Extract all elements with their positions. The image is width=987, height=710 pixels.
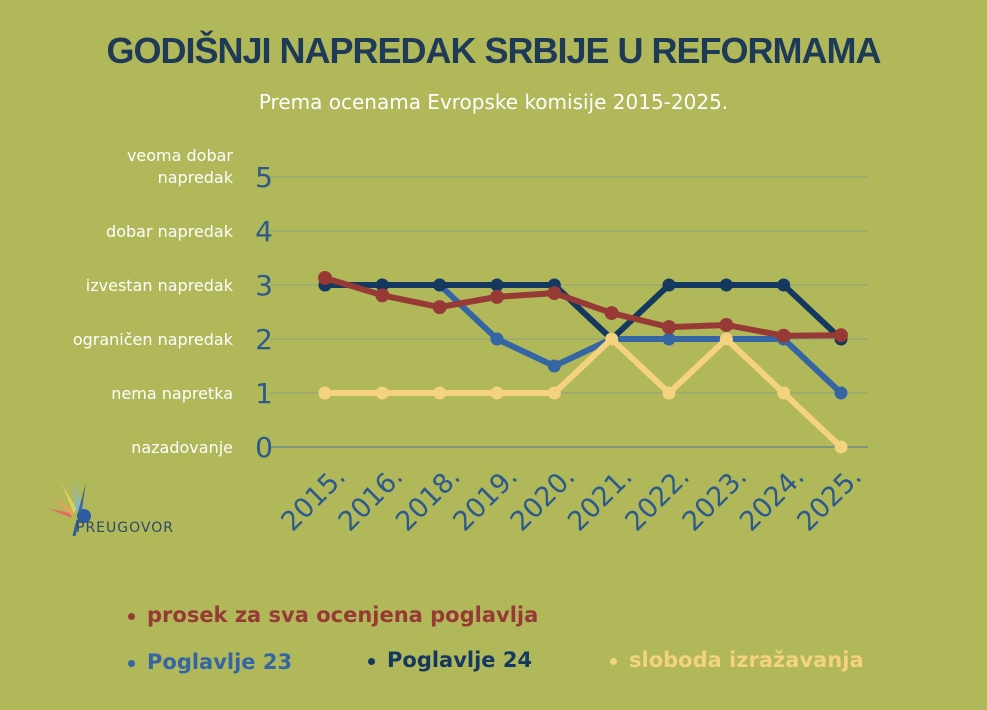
- x-tick-label: 2023.: [677, 461, 754, 538]
- legend-label: sloboda izražavanja: [629, 648, 864, 672]
- data-point: [547, 286, 562, 301]
- data-point: [662, 278, 676, 292]
- data-point: [605, 332, 619, 346]
- data-point: [604, 306, 619, 321]
- x-tick-label: 2019.: [447, 461, 524, 538]
- x-tick-label: 2018.: [390, 461, 467, 538]
- data-point: [834, 328, 848, 343]
- data-point: [432, 300, 447, 315]
- y-tick-label: izvestan napredak: [86, 276, 234, 295]
- y-tick-label: nema napretka: [111, 384, 233, 403]
- y-tick-number: 3: [255, 269, 273, 302]
- bird-logo-icon: [47, 480, 91, 537]
- y-tick-number: 4: [255, 215, 273, 248]
- data-point: [776, 328, 791, 343]
- legend-dot: [610, 657, 617, 665]
- legend-dot: [128, 659, 135, 667]
- data-point: [375, 386, 389, 400]
- data-point: [834, 440, 848, 454]
- y-tick-label: napredak: [158, 168, 234, 187]
- data-point: [318, 386, 332, 400]
- y-tick-number: 1: [255, 377, 273, 410]
- data-point: [547, 386, 561, 400]
- legend-item-freedom: sloboda izražavanja: [610, 648, 864, 672]
- data-point: [318, 270, 332, 285]
- y-tick-number: 2: [255, 323, 273, 356]
- legend-dot: [128, 612, 135, 620]
- logo: PREUGOVOR: [42, 478, 182, 548]
- data-point: [375, 288, 390, 303]
- legend-item-p23: Poglavlje 23: [128, 650, 292, 674]
- legend-dot: [368, 657, 375, 665]
- legend-item-average: prosek za sva ocenjena poglavlja: [128, 603, 538, 627]
- legend-label: Poglavlje 23: [147, 650, 293, 674]
- data-point: [719, 317, 734, 332]
- data-point: [834, 386, 848, 400]
- x-tick-label: 2024.: [734, 461, 811, 538]
- data-point: [490, 386, 504, 400]
- chart-title: GODIŠNJI NAPREDAK SRBIJE U REFORMAMA: [106, 30, 881, 71]
- x-tick-label: 2020.: [505, 461, 582, 538]
- series-line: [324, 275, 842, 339]
- data-point: [662, 332, 676, 346]
- y-tick-number: 0: [255, 431, 273, 464]
- legend-label: prosek za sva ocenjena poglavlja: [147, 603, 539, 627]
- chart-subtitle: Prema ocenama Evropske komisije 2015-202…: [258, 90, 729, 114]
- data-point: [777, 386, 791, 400]
- x-tick-label: 2022.: [619, 461, 696, 538]
- series-line: [325, 336, 844, 450]
- y-tick-label: veoma dobar: [127, 146, 233, 165]
- data-point: [662, 386, 676, 400]
- data-point: [433, 278, 447, 292]
- series-line: [325, 282, 844, 342]
- x-tick-label: 2016.: [333, 461, 410, 538]
- logo-text: PREUGOVOR: [76, 520, 174, 536]
- x-tick-label: 2021.: [562, 461, 639, 538]
- x-tick-label: 2015.: [275, 461, 352, 538]
- data-point: [547, 359, 561, 373]
- data-point: [490, 278, 504, 292]
- y-tick-number: 5: [255, 161, 273, 194]
- y-tick-label: ograničen napredak: [73, 330, 234, 349]
- y-tick-label: dobar napredak: [106, 222, 234, 241]
- data-point: [719, 278, 733, 292]
- data-point: [375, 278, 389, 292]
- data-point: [490, 289, 504, 304]
- legend-item-p24: Poglavlje 24: [368, 648, 532, 672]
- legend-label: Poglavlje 24: [387, 648, 533, 672]
- data-point: [490, 332, 504, 346]
- data-point: [777, 278, 791, 292]
- x-tick-label: 2025.: [791, 461, 868, 538]
- data-point: [719, 332, 733, 346]
- y-tick-label: nazadovanje: [131, 438, 233, 457]
- data-point: [662, 320, 676, 335]
- data-point: [433, 386, 447, 400]
